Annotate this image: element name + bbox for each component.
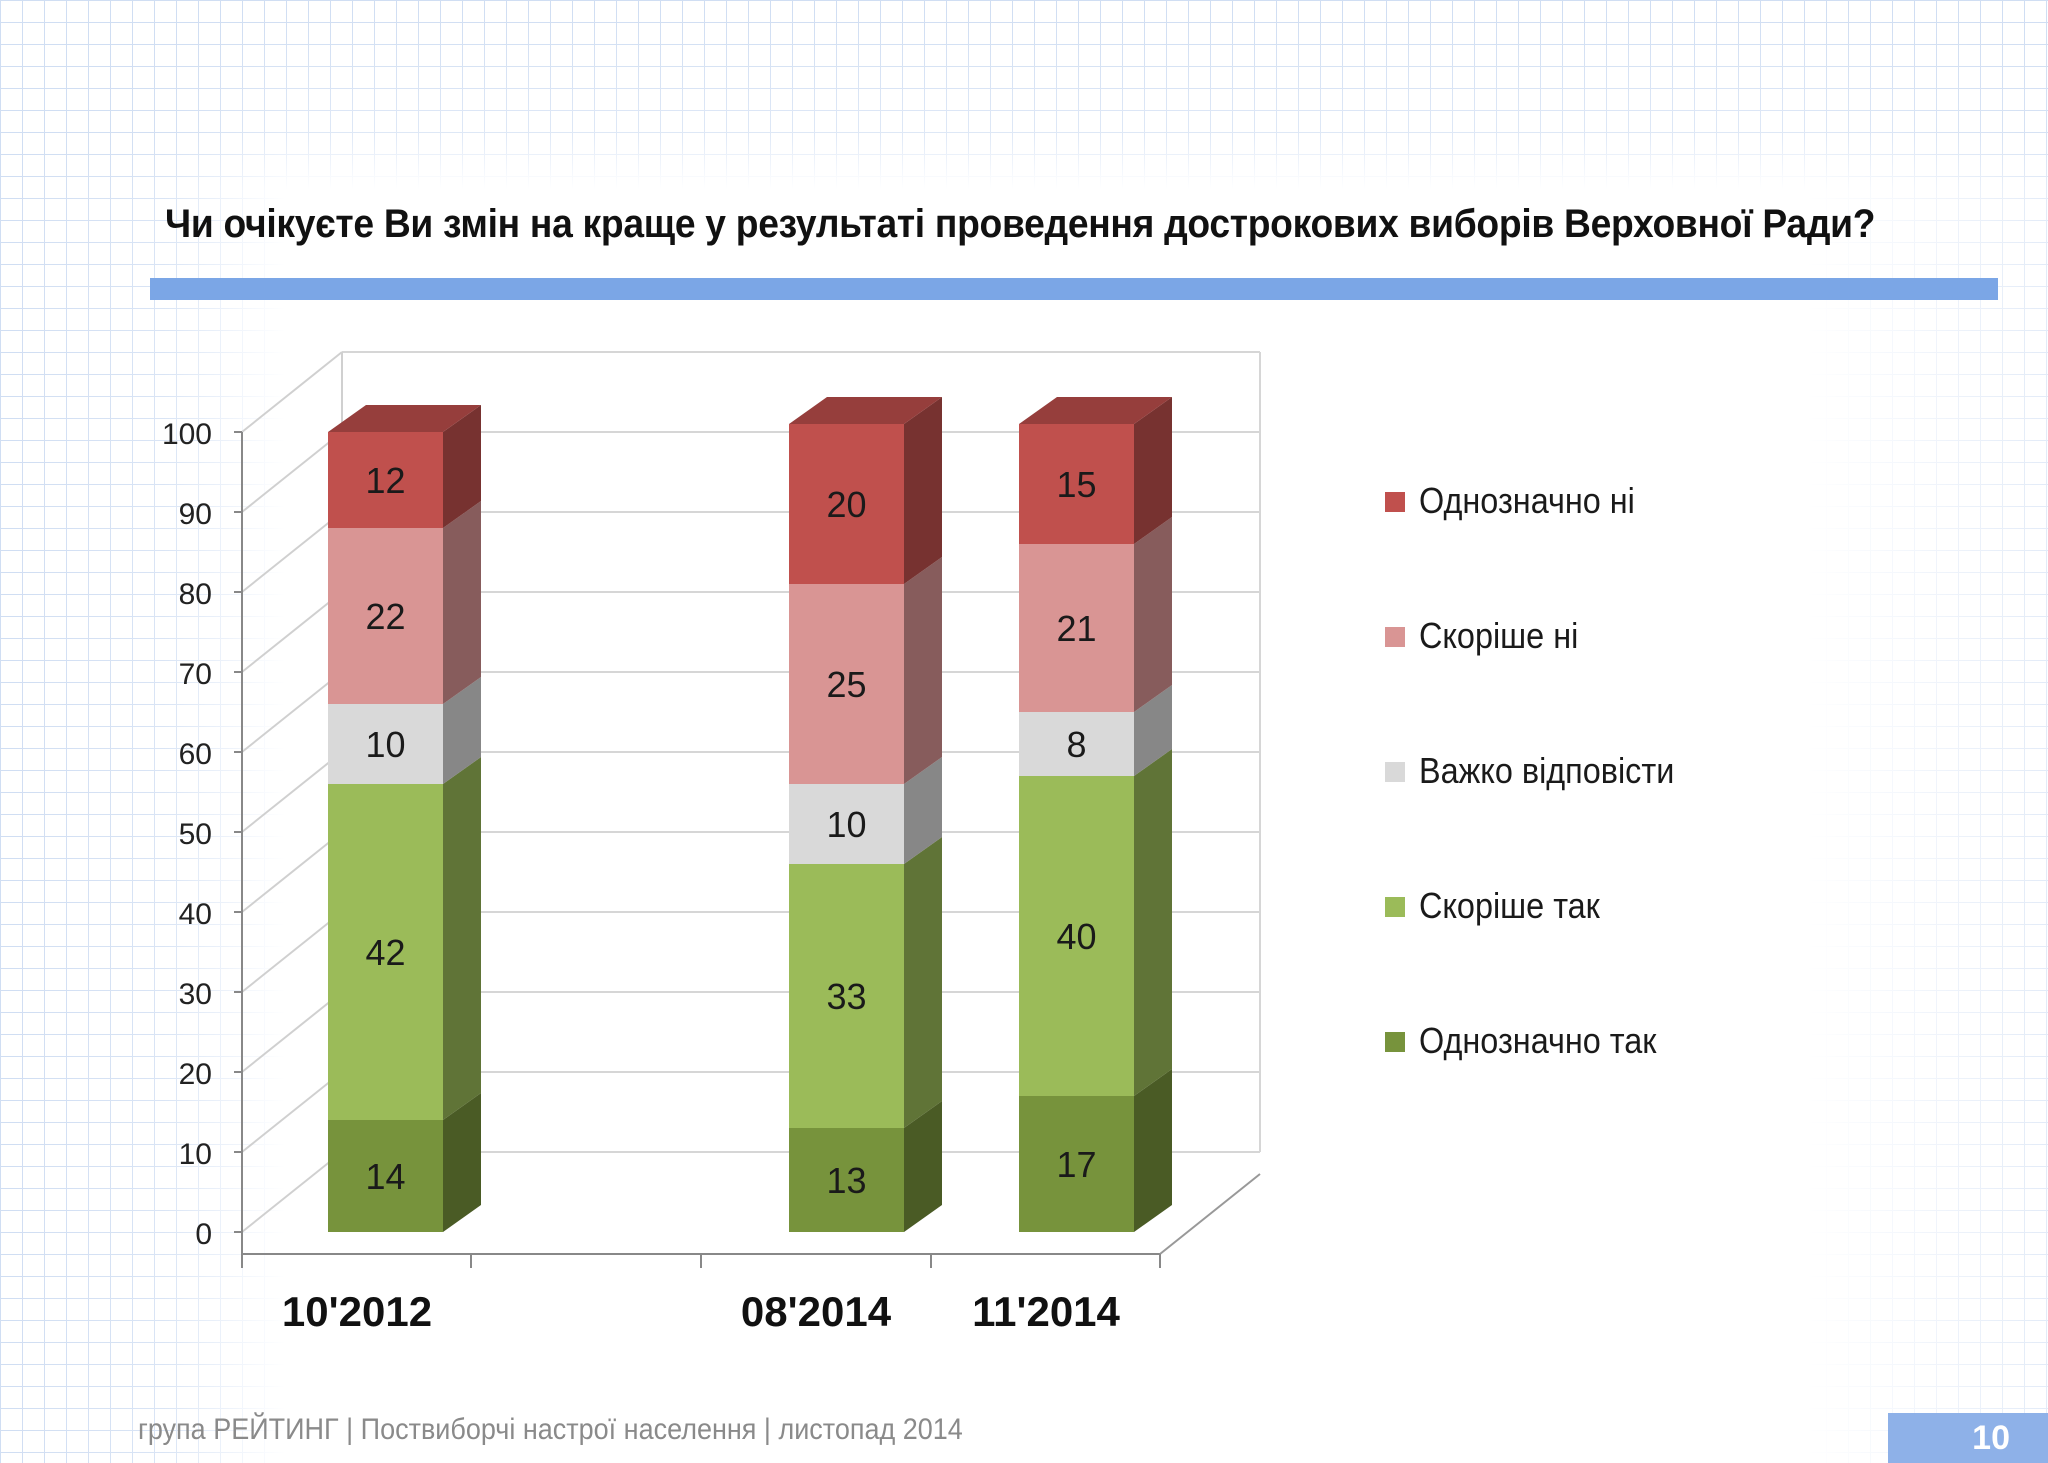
- bar-segment-side: [1134, 685, 1172, 776]
- data-label: 17: [1056, 1144, 1096, 1185]
- legend-label: Важко відповісти: [1419, 750, 1675, 791]
- data-label: 15: [1056, 464, 1096, 505]
- y-tick-label: 0: [195, 1218, 212, 1251]
- bar-segment-side: [904, 397, 942, 584]
- data-label: 14: [365, 1156, 405, 1197]
- bar-segment-side: [1134, 517, 1172, 712]
- floor-edge: [1159, 1173, 1261, 1255]
- bar-segment: [789, 424, 904, 584]
- x-category-label: 08'2014: [741, 1288, 892, 1335]
- gridline-diagonal: [241, 991, 343, 1073]
- data-label: 25: [826, 664, 866, 705]
- y-tick-label: 40: [179, 898, 212, 931]
- chart-title: Чи очікуєте Ви змін на краще у результат…: [165, 202, 1876, 246]
- bar-segment: [1019, 712, 1134, 776]
- bar-top-face: [789, 397, 942, 424]
- bar-segment-side: [443, 677, 481, 784]
- gridline-diagonal: [241, 1151, 343, 1233]
- bar-segment-side: [443, 501, 481, 704]
- data-label: 13: [826, 1160, 866, 1201]
- bar-segment: [328, 528, 443, 704]
- bar-segment-side: [904, 1101, 942, 1232]
- legend-label: Скоріше ні: [1419, 615, 1579, 656]
- bar-segment: [1019, 1096, 1134, 1232]
- data-label: 20: [826, 484, 866, 525]
- gridline-diagonal: [241, 671, 343, 753]
- bar-top-face: [1019, 397, 1172, 424]
- data-label: 8: [1066, 724, 1086, 765]
- bar-segment: [1019, 544, 1134, 712]
- page-number: 10: [1972, 1419, 2010, 1457]
- y-tick-label: 60: [179, 738, 212, 771]
- legend-swatch: [1385, 762, 1405, 782]
- bar-segment-side: [1134, 749, 1172, 1096]
- bar-segment-side: [904, 837, 942, 1128]
- y-tick-label: 30: [179, 978, 212, 1011]
- bar-segment: [1019, 776, 1134, 1096]
- bar-segment: [328, 704, 443, 784]
- y-tick-label: 90: [179, 498, 212, 531]
- legend-swatch: [1385, 627, 1405, 647]
- data-label: 40: [1056, 916, 1096, 957]
- data-label: 42: [365, 932, 405, 973]
- data-label: 12: [365, 460, 405, 501]
- gridline-diagonal: [241, 431, 343, 513]
- gridline-diagonal: [241, 1071, 343, 1153]
- y-tick-label: 70: [179, 658, 212, 691]
- data-label: 22: [365, 596, 405, 637]
- x-category-label: 10'2012: [282, 1288, 432, 1335]
- legend-label: Скоріше так: [1419, 885, 1600, 926]
- bar-segment: [789, 784, 904, 864]
- bar-segment: [328, 784, 443, 1120]
- bar-segment: [789, 864, 904, 1128]
- bar-top-face: [328, 405, 481, 432]
- legend-swatch: [1385, 1032, 1405, 1052]
- bar-segment-side: [443, 405, 481, 528]
- legend-label: Однозначно так: [1419, 1020, 1657, 1061]
- bar-segment: [789, 1128, 904, 1232]
- gridline-diagonal: [241, 751, 343, 833]
- y-tick-label: 50: [179, 818, 212, 851]
- bar-segment-side: [904, 757, 942, 864]
- x-category-label: 11'2014: [972, 1288, 1120, 1335]
- bar-segment-side: [904, 557, 942, 784]
- bar-segment: [328, 1120, 443, 1232]
- page-number-box: 10: [1888, 1413, 2048, 1463]
- bar-segment-side: [443, 1093, 481, 1232]
- gridline-diagonal: [241, 911, 343, 993]
- bar-segment-side: [1134, 1069, 1172, 1232]
- data-label: 10: [826, 804, 866, 845]
- y-tick-label: 100: [162, 418, 212, 451]
- legend-label: Однозначно ні: [1419, 480, 1635, 521]
- data-label: 10: [365, 724, 405, 765]
- gridline-diagonal: [241, 831, 343, 913]
- bar-segment-side: [1134, 397, 1172, 544]
- y-tick-label: 10: [179, 1138, 212, 1171]
- bar-segment: [328, 432, 443, 528]
- bar-segment: [1019, 424, 1134, 544]
- footer-text: група РЕЙТИНГ | Поствиборчі настрої насе…: [138, 1413, 963, 1446]
- data-label: 21: [1056, 608, 1096, 649]
- gridline-diagonal: [241, 351, 343, 433]
- bar-segment: [789, 584, 904, 784]
- data-label: 33: [826, 976, 866, 1017]
- gridline-diagonal: [241, 511, 343, 593]
- legend-swatch: [1385, 897, 1405, 917]
- legend-swatch: [1385, 492, 1405, 512]
- y-tick-label: 80: [179, 578, 212, 611]
- y-tick-label: 20: [179, 1058, 212, 1091]
- title-underline-bar: [150, 278, 1998, 300]
- bar-segment-side: [443, 757, 481, 1120]
- gridline-diagonal: [241, 591, 343, 673]
